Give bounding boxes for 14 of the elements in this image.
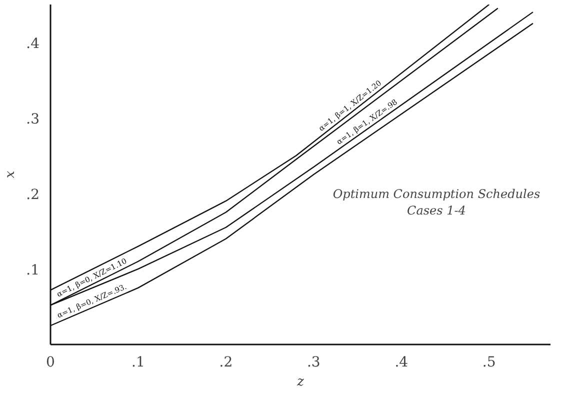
x-tick-label: .5 — [482, 354, 496, 370]
annotation: Optimum Consumption Schedules — [332, 186, 540, 201]
x-axis-title: z — [296, 374, 304, 390]
y-tick-label: .1 — [26, 262, 40, 278]
x-tick-label: .4 — [394, 354, 408, 370]
x-tick-label: .2 — [219, 354, 233, 370]
x-tick-label: .3 — [306, 354, 320, 370]
y-tick-label: .4 — [26, 36, 40, 52]
x-tick-label: .1 — [132, 354, 145, 370]
y-tick-label: .2 — [26, 186, 40, 203]
y-axis-title: x — [3, 170, 18, 178]
y-tick-label: .3 — [26, 111, 40, 128]
annotation: Cases 1-4 — [407, 204, 466, 218]
x-tick-label: 0 — [46, 354, 55, 370]
